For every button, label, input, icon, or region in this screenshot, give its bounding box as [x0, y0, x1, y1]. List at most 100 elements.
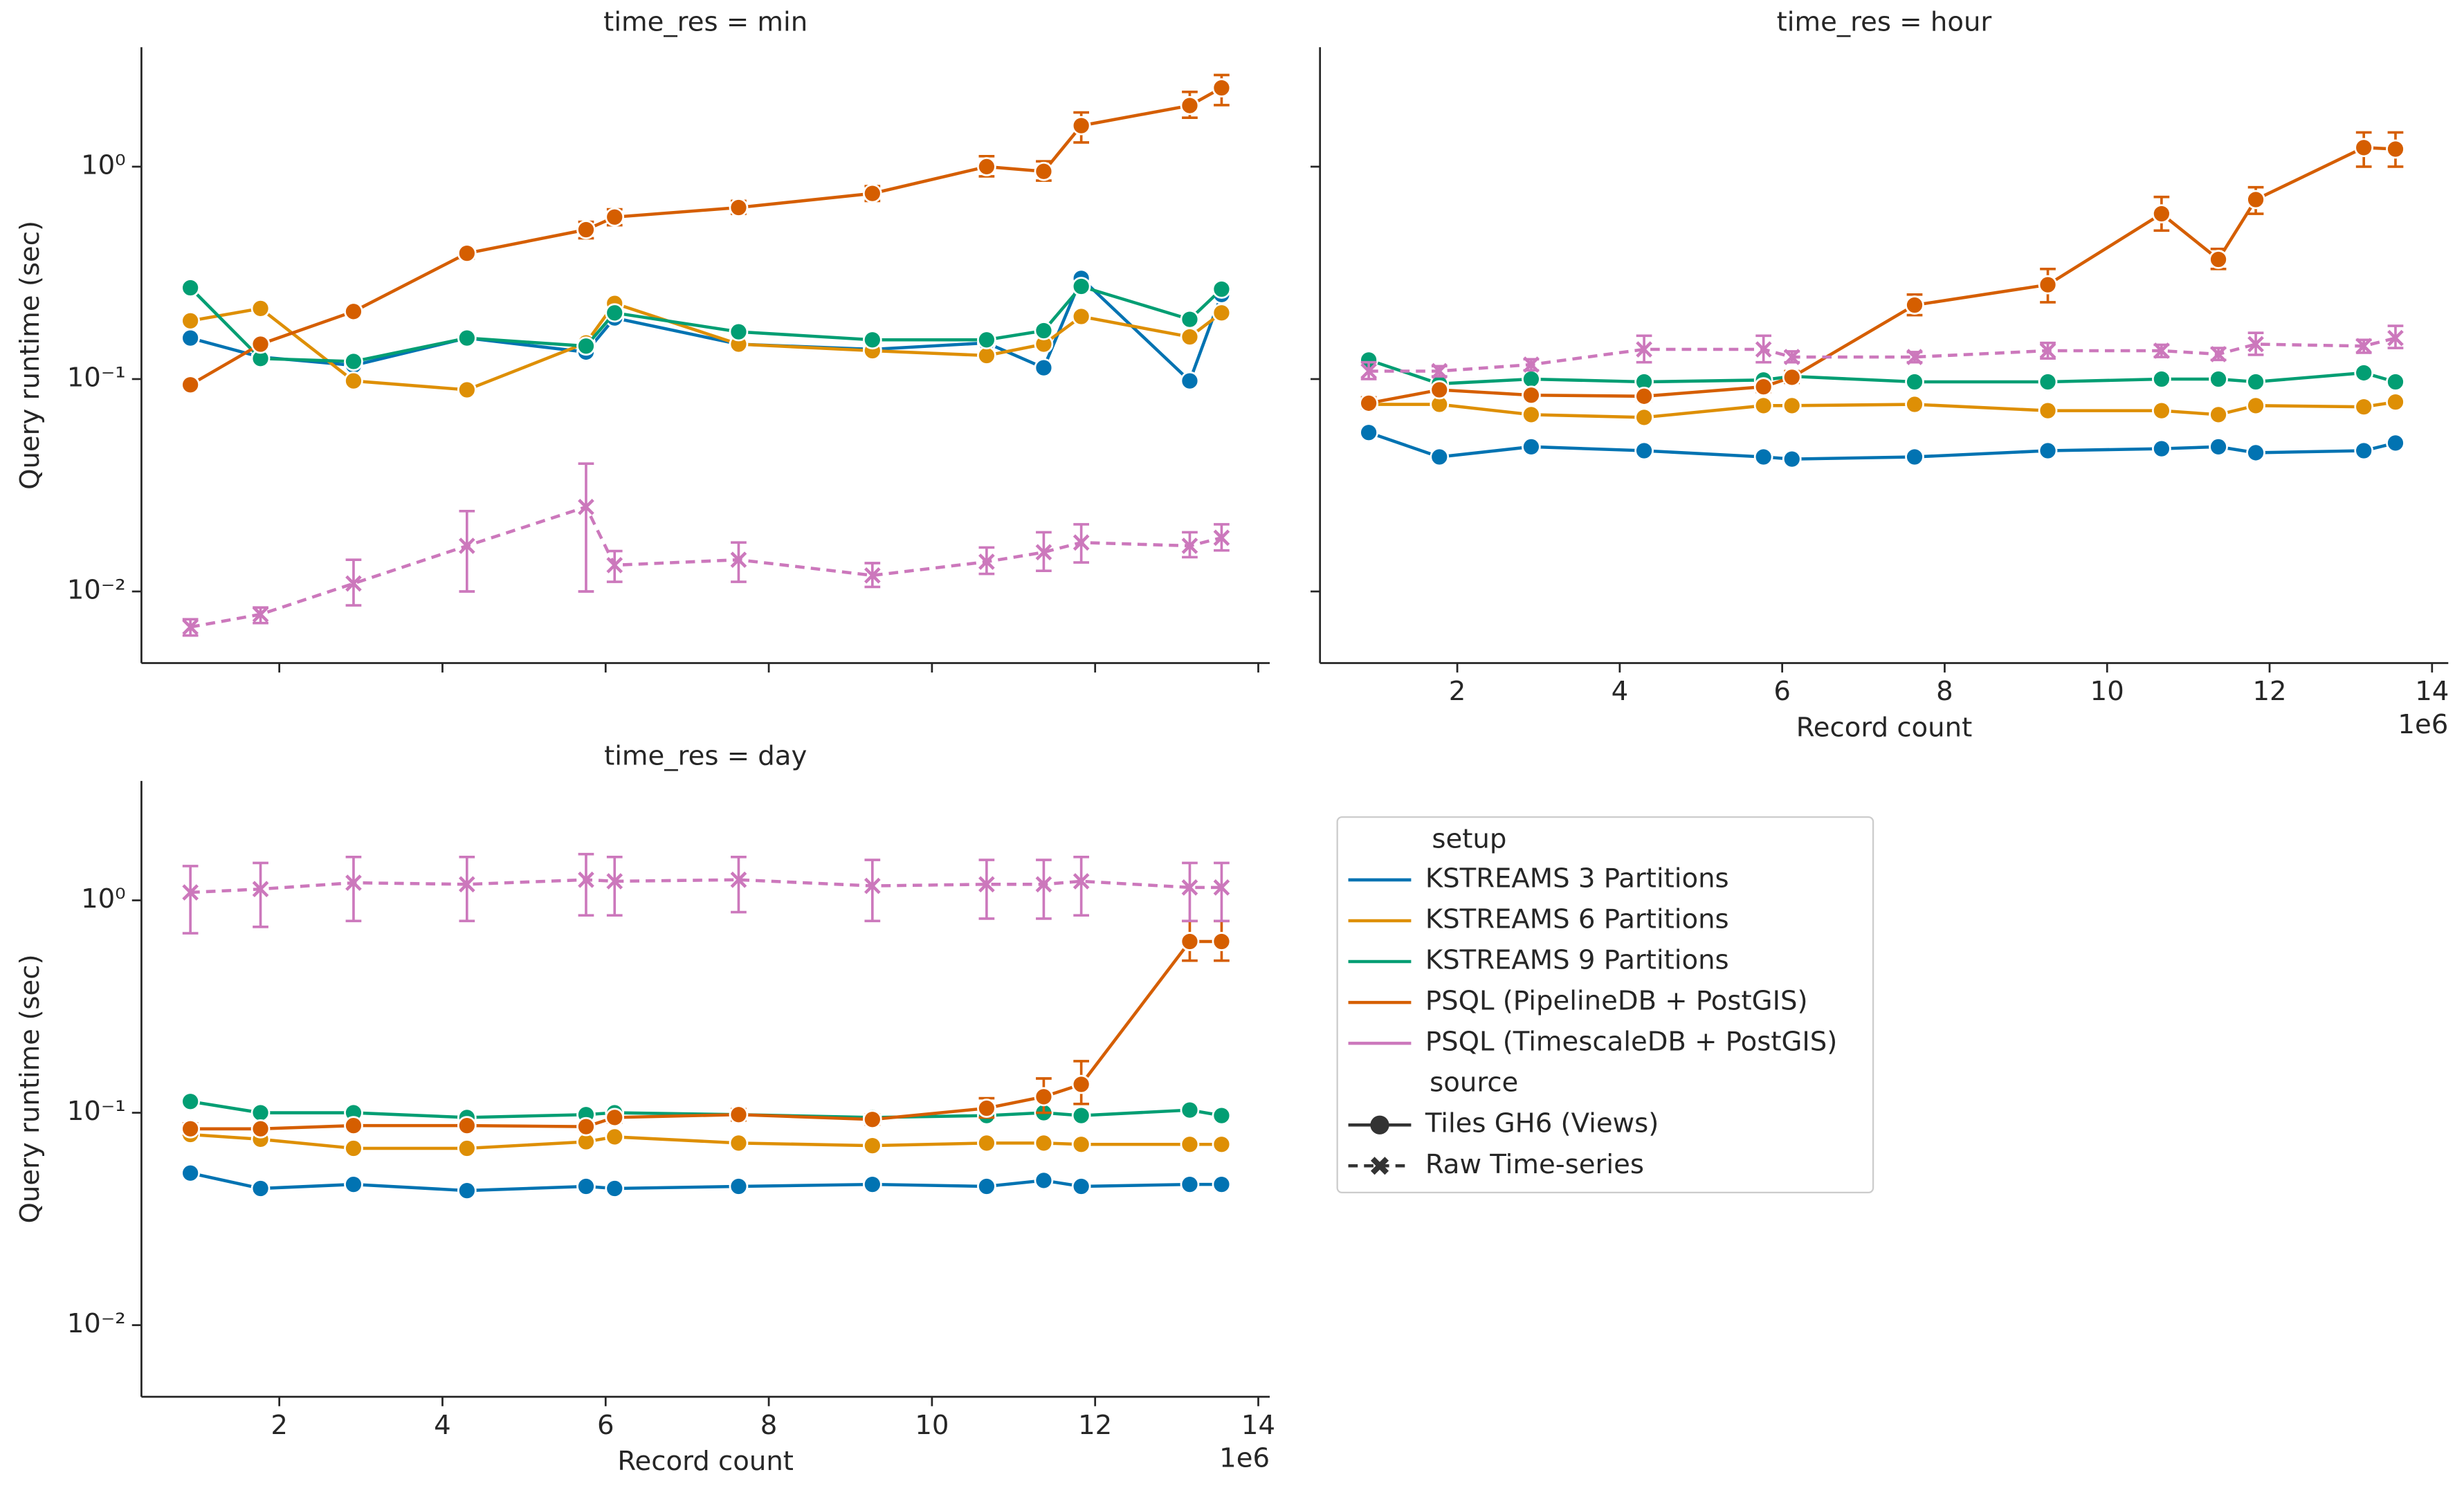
marker-x — [978, 553, 995, 570]
marker-x — [2210, 346, 2227, 362]
series-line — [1368, 146, 2396, 405]
marker-circle — [1034, 1087, 1054, 1107]
x-offset-label: 1e6 — [2398, 709, 2448, 740]
marker-circle — [2246, 372, 2265, 392]
x-tick-label: 12 — [2252, 676, 2286, 707]
series-line — [1369, 336, 2396, 373]
series — [1359, 131, 2405, 413]
marker-circle — [181, 1163, 200, 1183]
x-tick-label: 8 — [760, 1410, 778, 1441]
marker-circle — [2038, 441, 2058, 461]
marker-circle — [2246, 396, 2265, 416]
marker-circle — [1634, 407, 1654, 428]
marker-circle — [977, 157, 996, 176]
marker-circle — [1180, 371, 1200, 391]
marker-circle — [2354, 363, 2374, 383]
marker-circle — [181, 375, 200, 395]
marker-circle — [1034, 1133, 1054, 1153]
marker-circle — [457, 1139, 477, 1158]
legend-title: setup — [1432, 824, 1506, 855]
x-tick-label: 6 — [1773, 676, 1791, 707]
marker-circle — [977, 1177, 996, 1196]
marker-circle — [2386, 392, 2405, 412]
legend-box — [1336, 816, 1874, 1194]
marker-x — [730, 871, 747, 888]
marker-circle — [1430, 380, 1450, 400]
marker-circle — [2246, 190, 2265, 210]
series — [1359, 350, 2405, 394]
error-bar — [1073, 856, 1090, 917]
panel-title: time_res = min — [603, 7, 807, 38]
error-bar — [578, 462, 594, 593]
marker-circle — [1071, 1074, 1091, 1094]
marker-circle — [862, 1110, 882, 1130]
marker-circle — [2209, 369, 2228, 389]
marker-circle — [729, 1133, 749, 1153]
error-bar — [1036, 858, 1052, 920]
marker-circle — [1212, 1135, 1232, 1155]
error-bar — [1182, 861, 1198, 923]
marker-x — [578, 498, 594, 515]
marker-x — [1213, 529, 1230, 546]
marker-circle — [605, 303, 625, 323]
marker-x — [345, 575, 362, 592]
marker-circle — [2386, 433, 2405, 453]
y-tick-label: 10⁻² — [67, 1308, 126, 1339]
legend-label: Tiles GH6 (Views) — [1425, 1108, 1659, 1139]
marker-circle — [1034, 161, 1054, 181]
y-tick-label: 10⁻¹ — [67, 362, 126, 393]
marker-x — [1755, 341, 1772, 358]
marker-circle — [181, 311, 200, 331]
series — [181, 293, 1232, 400]
marker-x — [606, 873, 623, 890]
x-axis-label: Record count — [617, 1446, 794, 1477]
marker-circle — [1522, 437, 1541, 457]
marker-x — [2153, 342, 2170, 359]
marker-x — [1523, 356, 1540, 373]
marker-circle — [1905, 295, 1924, 315]
marker-x — [578, 871, 594, 888]
marker-circle — [457, 244, 477, 264]
marker-circle — [2152, 204, 2171, 223]
x-tick-label: 10 — [915, 1410, 949, 1441]
marker-circle — [1522, 405, 1541, 425]
series — [1360, 324, 2404, 380]
marker-x — [978, 876, 995, 893]
marker-circle — [1753, 396, 1773, 416]
marker-circle — [605, 207, 625, 227]
marker-circle — [1212, 932, 1232, 951]
marker-circle — [729, 322, 749, 342]
error-bar — [1214, 861, 1230, 923]
marker-circle — [1370, 1115, 1389, 1135]
marker-circle — [862, 1175, 882, 1194]
marker-circle — [1782, 449, 1802, 469]
error-bar — [345, 856, 362, 923]
marker-circle — [1782, 367, 1802, 387]
marker-x — [1181, 879, 1198, 896]
marker-circle — [1071, 277, 1091, 296]
marker-circle — [250, 299, 271, 318]
marker-circle — [1753, 377, 1773, 396]
x-tick-label: 10 — [2090, 676, 2124, 707]
marker-circle — [1782, 396, 1802, 416]
marker-x — [1370, 1157, 1389, 1175]
marker-circle — [181, 278, 200, 297]
marker-circle — [729, 1105, 749, 1125]
marker-x — [864, 567, 881, 584]
y-tick-label: 10⁻² — [67, 574, 126, 605]
marker-circle — [1212, 1105, 1232, 1126]
marker-circle — [729, 198, 749, 217]
marker-circle — [1180, 1100, 1200, 1120]
marker-circle — [2038, 372, 2058, 392]
series-line — [189, 284, 1223, 363]
marker-circle — [1034, 321, 1054, 340]
marker-x — [1073, 534, 1090, 551]
legend-label: KSTREAMS 9 Partitions — [1425, 945, 1729, 976]
legend-label: PSQL (TimescaleDB + PostGIS) — [1425, 1027, 1838, 1058]
marker-circle — [1634, 386, 1654, 406]
marker-x — [606, 557, 623, 573]
marker-x — [1213, 879, 1230, 896]
marker-circle — [1180, 932, 1200, 951]
x-tick-label: 14 — [1241, 1410, 1275, 1441]
